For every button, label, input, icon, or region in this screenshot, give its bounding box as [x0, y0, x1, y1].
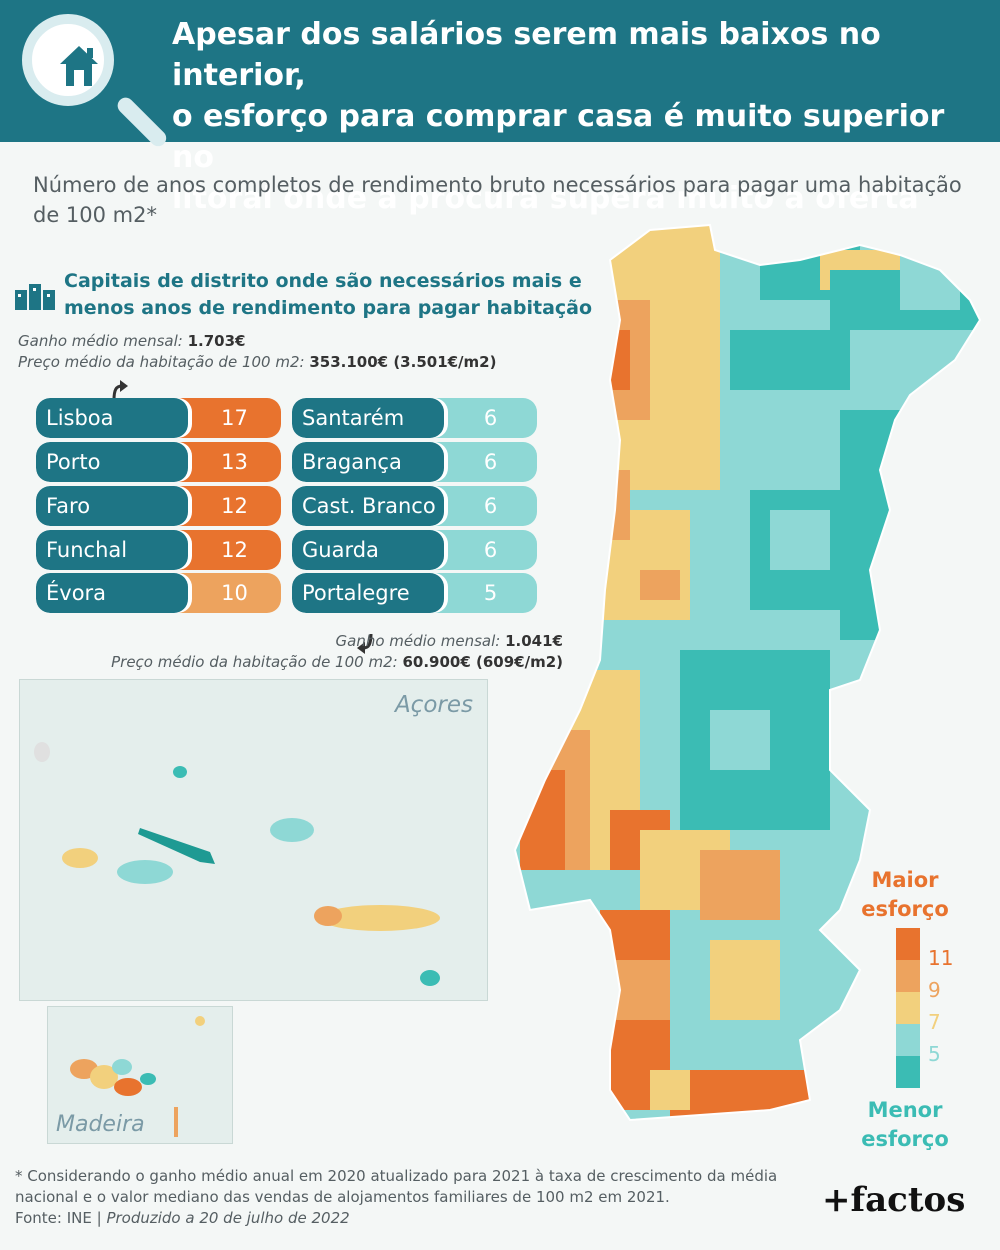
legend-min-label: Menor esforço: [861, 1098, 949, 1151]
legend-swatch-5: [896, 1024, 920, 1056]
header-banner: Apesar dos salários serem mais baixos no…: [0, 0, 1000, 216]
income-value: 1.703€: [187, 332, 246, 350]
bottom-income-note: Ganho médio mensal: 1.041€: [336, 632, 564, 650]
capital-name: Cast. Branco: [292, 486, 444, 526]
price-label: Preço médio da habitação de 100 m2:: [18, 353, 305, 371]
legend-swatch-min: [896, 1056, 920, 1088]
capital-row: Funchal 12: [36, 530, 281, 570]
footnote: * Considerando o ganho médio anual em 20…: [15, 1167, 778, 1206]
legend-max-label: Maior esforço: [861, 868, 949, 921]
house-magnifier-icon: [22, 14, 114, 106]
capital-name: Lisboa: [36, 398, 188, 438]
top-price-note: Preço médio da habitação de 100 m2: 353.…: [18, 353, 496, 371]
capital-years-value: 6: [430, 486, 537, 526]
capital-row: Portalegre 5: [292, 573, 537, 613]
capital-row: Faro 12: [36, 486, 281, 526]
capital-row: Guarda 6: [292, 530, 537, 570]
azores-islands: [34, 742, 440, 986]
price-value: 353.100€ (3.501€/m2): [309, 353, 497, 371]
capital-row: Lisboa 17: [36, 398, 281, 438]
legend-tick: 11: [928, 946, 954, 970]
capital-years-value: 12: [174, 486, 281, 526]
capital-row: Évora 10: [36, 573, 281, 613]
page-subtitle: Número de anos completos de rendimento b…: [33, 173, 962, 227]
capital-years-value: 5: [430, 573, 537, 613]
capital-years-value: 12: [174, 530, 281, 570]
capital-years-value: 17: [174, 398, 281, 438]
legend-swatch-11: [896, 928, 920, 960]
madeira-inset-map: Madeira: [47, 1006, 233, 1144]
produced-date: Produzido a 20 de julho de 2022: [106, 1209, 350, 1227]
arrow-down-icon: [357, 633, 373, 654]
source-line: Fonte: INE | Produzido a 20 de julho de …: [15, 1209, 350, 1227]
madeira-islands: [70, 1016, 205, 1137]
capital-years-value: 10: [174, 573, 281, 613]
magnifier-handle: [114, 94, 170, 150]
capital-name: Guarda: [292, 530, 444, 570]
source-label: Fonte: INE |: [15, 1209, 102, 1227]
income-label: Ganho médio mensal:: [335, 632, 501, 650]
income-label: Ganho médio mensal:: [18, 332, 183, 350]
arrow-up-icon: [112, 380, 128, 401]
legend-tick: 9: [928, 978, 941, 1002]
madeira-label: Madeira: [56, 1112, 145, 1137]
price-value: 60.900€ (609€/m2): [402, 653, 563, 671]
house-icon: [60, 46, 98, 86]
azores-inset-map: Açores: [19, 679, 488, 1001]
page-title: Apesar dos salários serem mais baixos no…: [172, 17, 945, 216]
buildings-icon: [15, 284, 55, 310]
capital-row: Cast. Branco 6: [292, 486, 537, 526]
capital-name: Porto: [36, 442, 188, 482]
capital-row: Bragança 6: [292, 442, 537, 482]
income-value: 1.041€: [505, 632, 563, 650]
bottom-price-note: Preço médio da habitação de 100 m2: 60.9…: [111, 653, 563, 671]
top-income-note: Ganho médio mensal: 1.703€: [18, 332, 246, 350]
capital-years-value: 6: [430, 398, 537, 438]
price-label: Preço médio da habitação de 100 m2:: [111, 653, 398, 671]
legend-tick: 7: [928, 1010, 941, 1034]
capital-name: Bragança: [292, 442, 444, 482]
legend-swatch-9: [896, 960, 920, 992]
capital-name: Funchal: [36, 530, 188, 570]
legend-swatch-7: [896, 992, 920, 1024]
capital-name: Portalegre: [292, 573, 444, 613]
capital-name: Évora: [36, 573, 188, 613]
capitals-heading: Capitais de distrito onde são necessário…: [64, 270, 593, 319]
capital-years-value: 6: [430, 530, 537, 570]
legend-tick: 5: [928, 1042, 941, 1066]
brand-logo: +factos: [822, 1180, 966, 1220]
capital-years-value: 13: [174, 442, 281, 482]
azores-label: Açores: [394, 692, 473, 718]
capital-name: Faro: [36, 486, 188, 526]
capital-row: Porto 13: [36, 442, 281, 482]
capital-row: Santarém 6: [292, 398, 537, 438]
capital-name: Santarém: [292, 398, 444, 438]
capital-years-value: 6: [430, 442, 537, 482]
